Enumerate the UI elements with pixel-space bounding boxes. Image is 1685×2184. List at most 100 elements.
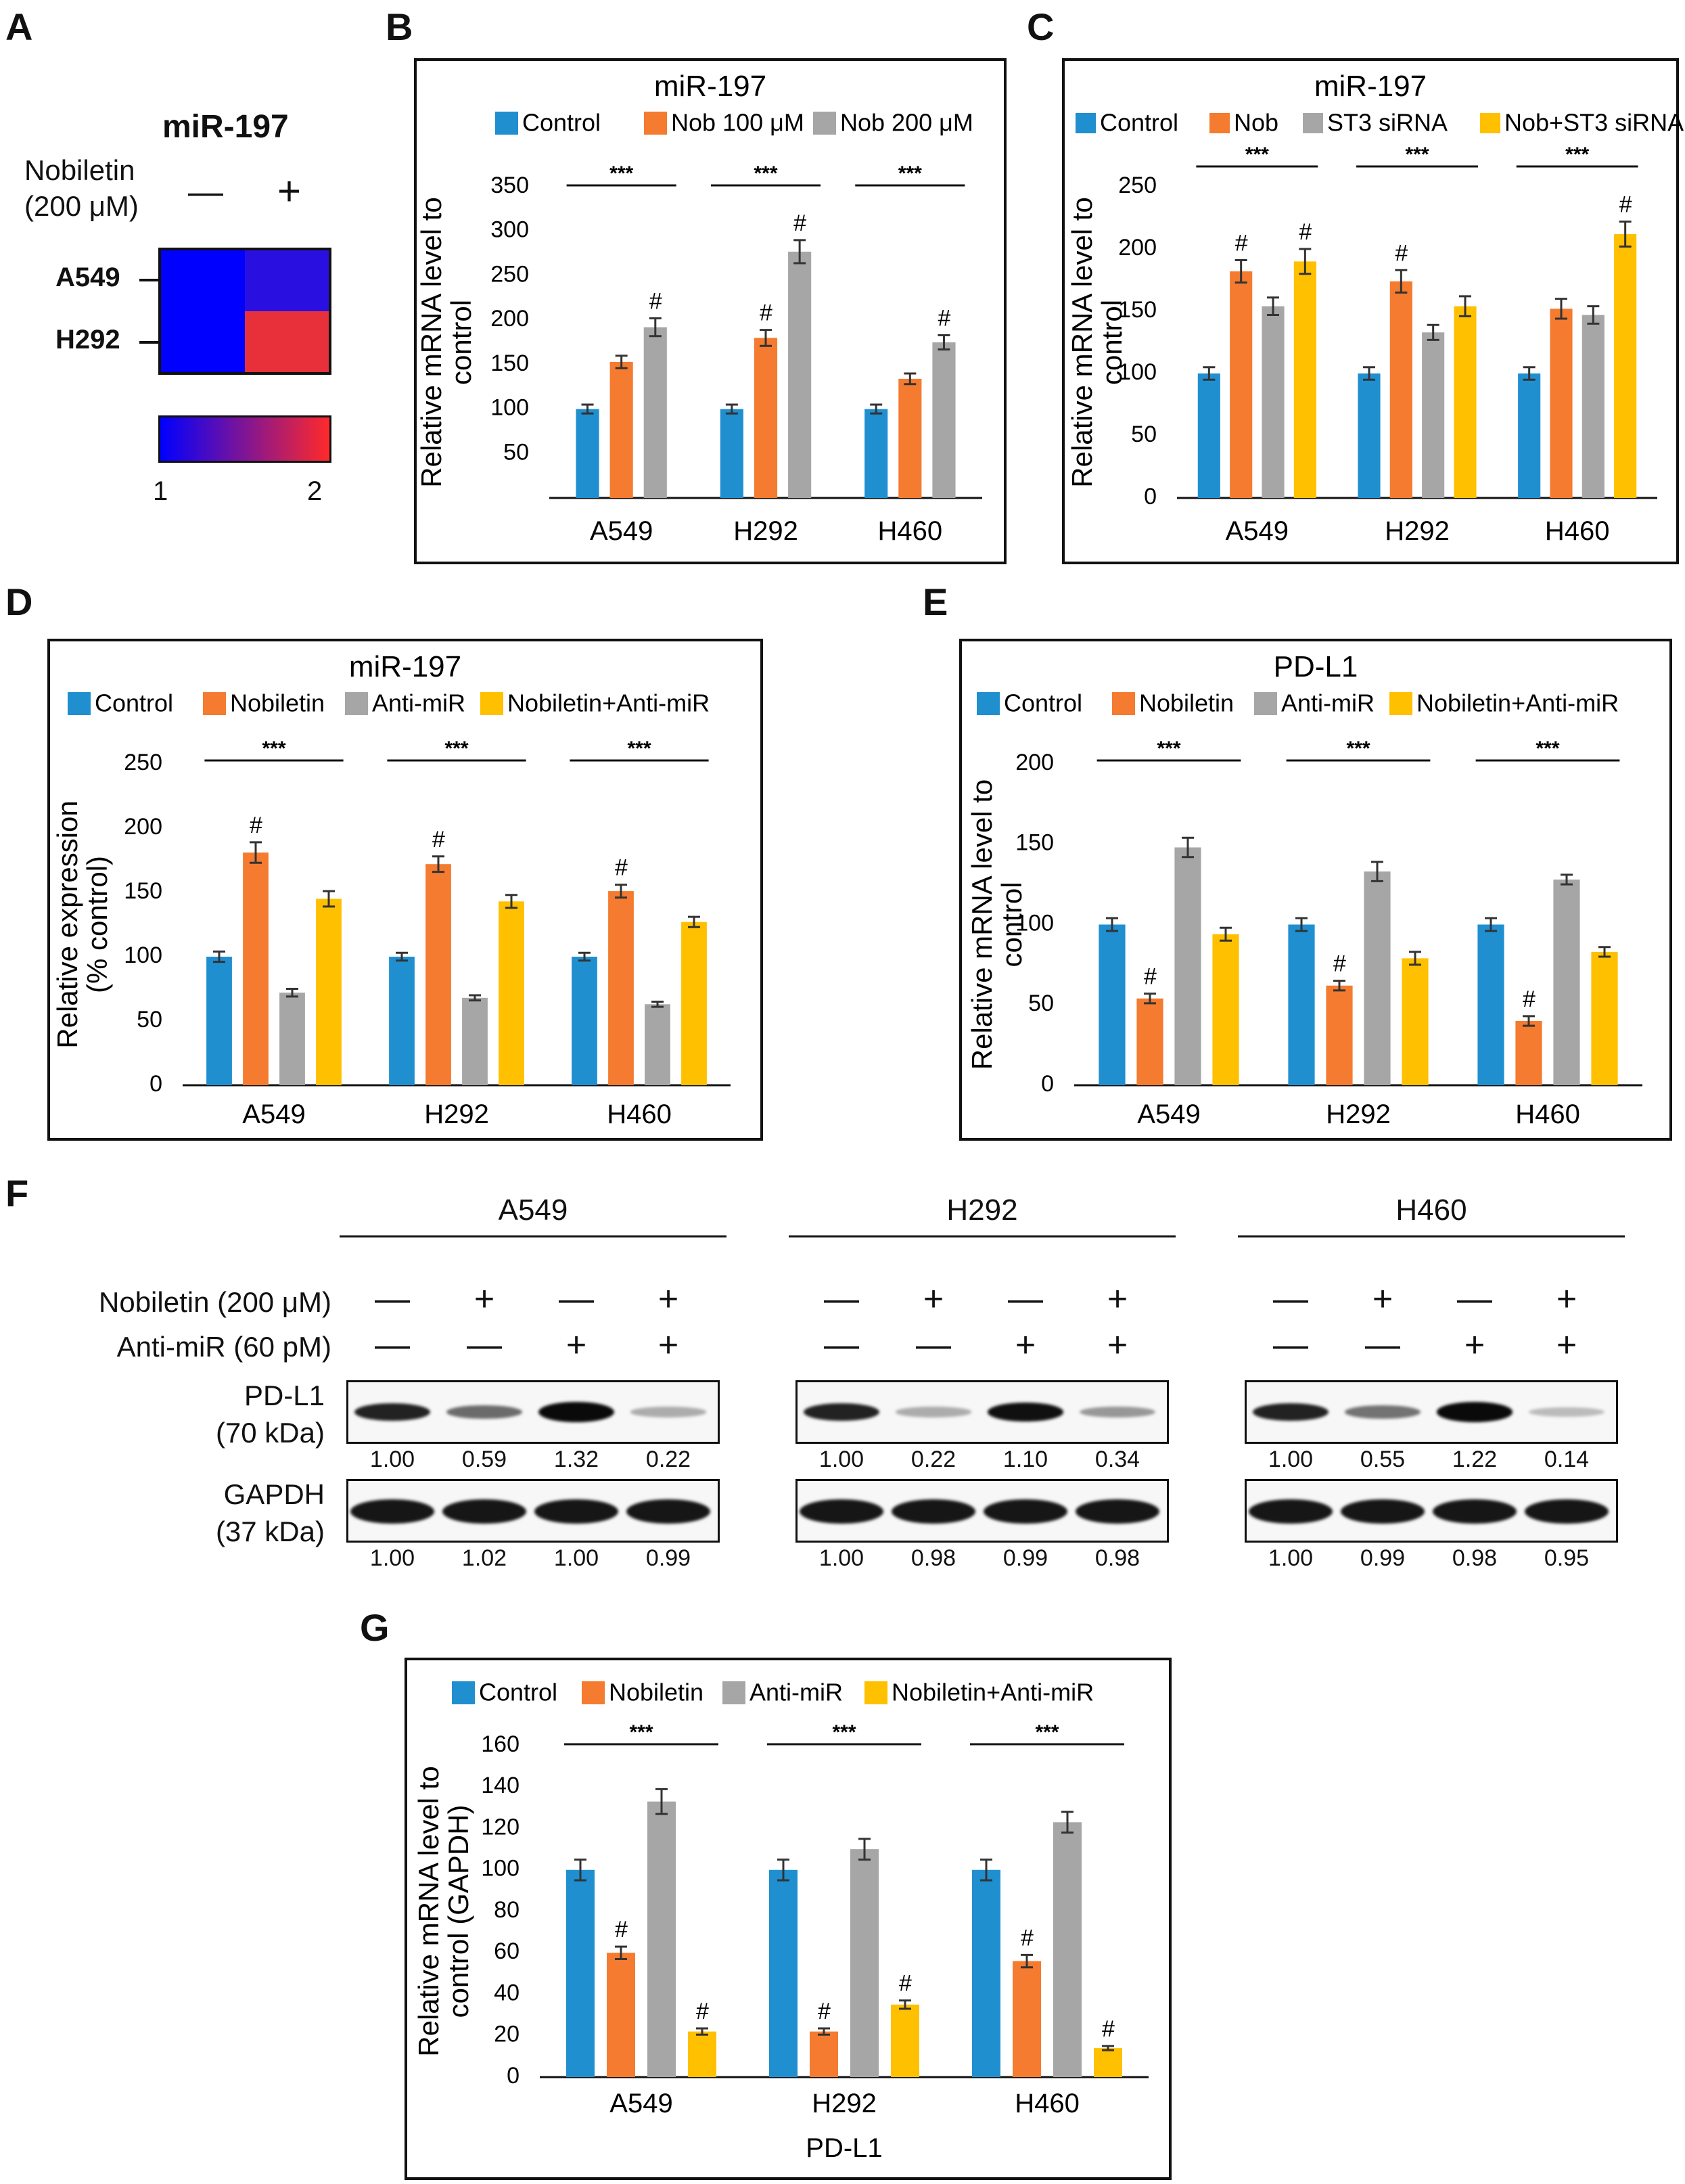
chart-b-legend-swatch-0	[495, 112, 518, 135]
western-group-line-h460	[1238, 1235, 1625, 1237]
chart-g-category-h460: H460	[1015, 2089, 1080, 2118]
chart-c-bar-h460-2	[1582, 315, 1605, 498]
chart-g-hash-h292-3: #	[899, 1971, 913, 1997]
western-pdl1-band-h460-3	[1529, 1407, 1605, 1417]
western-gapdh-band-h460-0	[1249, 1499, 1333, 1524]
western-nob-sign-a549-3: +	[657, 1279, 679, 1319]
chart-e-legend-swatch-3	[1389, 692, 1412, 715]
chart-g-hash-a549-1: #	[615, 1917, 628, 1942]
chart-g-hash-h460-1: #	[1021, 1925, 1034, 1951]
western-gapdh-value-h292-2: 0.99	[1002, 1545, 1048, 1571]
chart-g-ylabel-line-1: control (GAPDH)	[442, 1804, 474, 2018]
chart-c-bar-h460-1	[1550, 309, 1573, 498]
chart-e-bar-h292-0	[1288, 924, 1315, 1085]
chart-b-bar-h460-1	[898, 378, 922, 498]
chart-d-legend-swatch-3	[480, 692, 503, 715]
heatmap-treatment-line2: (200 μM)	[24, 189, 139, 222]
western-gapdh-value-a549-2: 1.00	[553, 1545, 599, 1571]
western-anti-sign-a549-1: —	[467, 1325, 502, 1365]
chart-c-bar-a549-2	[1262, 306, 1285, 498]
heatmap-cell-h292-minus	[161, 311, 245, 372]
chart-b-bar-a549-0	[576, 409, 599, 498]
chart-e-hash-h460-1: #	[1523, 986, 1536, 1012]
heatmap-cell-h292-plus	[245, 311, 329, 372]
chart-c-bar-h292-3	[1454, 306, 1477, 498]
chart-g-ylabel-line-0: Relative mRNA level to	[413, 1766, 444, 2057]
western-pdl1-band-a549-0	[354, 1403, 430, 1421]
western-gapdh-band-h292-3	[1076, 1499, 1159, 1524]
chart-c-legend-swatch-1	[1209, 113, 1230, 133]
chart-c-ytick-250: 250	[1118, 173, 1157, 198]
heatmap-row-label-h292: H292	[55, 325, 120, 355]
chart-c-legend-label-2: ST3 siRNA	[1327, 109, 1448, 137]
chart-d-bar-a549-3	[316, 898, 342, 1085]
chart-e-category-h460: H460	[1515, 1099, 1580, 1129]
chart-g-ylabel: Relative mRNA level tocontrol (GAPDH)	[413, 1766, 474, 2057]
chart-d-hash-h292-1: #	[432, 827, 446, 852]
chart-c-category-h292: H292	[1385, 516, 1450, 546]
chart-c-ytick-100: 100	[1118, 359, 1157, 385]
chart-b-legend-swatch-2	[813, 112, 836, 135]
chart-d-ytick-100: 100	[124, 942, 162, 968]
western-nob-sign-h460-2: —	[1457, 1279, 1492, 1319]
chart-e-frame	[959, 639, 1672, 1141]
western-pdl1-band-a549-1	[446, 1405, 522, 1419]
chart-e-ytick-0: 0	[1041, 1071, 1054, 1097]
chart-b-bar-a549-1	[609, 361, 633, 498]
chart-c-bar-a549-3	[1293, 261, 1316, 498]
western-gapdh-name: GAPDH	[223, 1478, 325, 1510]
panel-label-d: D	[5, 581, 33, 623]
heatmap-cell-a549-minus	[161, 250, 245, 311]
chart-d-ylabel-line-1: (% control)	[81, 856, 113, 993]
chart-d-legend-swatch-1	[203, 692, 226, 715]
chart-d-ytick-200: 200	[124, 814, 162, 840]
chart-c-hash-h460-3: #	[1619, 192, 1632, 218]
chart-b-bar-h292-2	[788, 251, 812, 498]
western-gapdh-blot-a549	[346, 1479, 720, 1543]
western-nob-sign-h292-3: +	[1107, 1279, 1128, 1319]
chart-c-bar-h460-3	[1614, 233, 1637, 498]
western-row-label-nobiletin: Nobiletin (200 μM)	[99, 1286, 331, 1318]
western-pdl1-value-a549-1: 0.59	[461, 1447, 507, 1472]
western-gapdh-blot-h292	[795, 1479, 1169, 1543]
chart-g-bar-a549-0	[566, 1869, 595, 2077]
chart-d-ytick-0: 0	[149, 1071, 162, 1097]
western-anti-sign-h292-0: —	[824, 1325, 859, 1365]
western-gapdh-value-a549-3: 0.99	[645, 1545, 691, 1571]
chart-g-legend-swatch-0	[452, 1681, 475, 1704]
chart-c-hash-a549-1: #	[1234, 231, 1248, 256]
chart-g-sig-label-h460: ***	[1035, 1721, 1059, 1744]
chart-e-category-h292: H292	[1326, 1099, 1391, 1129]
chart-e-ytick-200: 200	[1015, 750, 1054, 775]
western-nob-sign-a549-2: —	[559, 1279, 594, 1319]
western-gapdh-band-h292-2	[984, 1499, 1067, 1524]
chart-e-sig-label-a549: ***	[1157, 737, 1180, 760]
chart-g-bar-h292-2	[850, 1849, 879, 2077]
chart-b-category-h460: H460	[878, 516, 943, 546]
chart-g-bar-h292-1	[810, 2031, 838, 2077]
chart-g-legend-swatch-1	[582, 1681, 605, 1704]
chart-c-legend-swatch-2	[1303, 113, 1323, 133]
chart-e-legend-label-2: Anti-miR	[1281, 689, 1375, 717]
chart-b: miR-197 Control Nob 100 μM Nob 200 μM 50 100 1…	[414, 58, 1007, 564]
chart-b-bar-h292-1	[754, 338, 778, 498]
chart-g-ytick-60: 60	[494, 1938, 520, 1964]
western-gapdh-band-h292-0	[800, 1499, 883, 1524]
chart-c-legend-label-3: Nob+ST3 siRNA	[1504, 109, 1684, 137]
western-nob-sign-a549-1: +	[474, 1279, 495, 1319]
heatmap-title: miR-197	[162, 109, 289, 145]
chart-d-legend-label-3: Nobiletin+Anti-miR	[507, 689, 710, 717]
chart-c-legend-label-1: Nob	[1234, 109, 1278, 137]
chart-g-frame	[405, 1658, 1172, 2180]
western-anti-sign-h460-2: +	[1464, 1325, 1485, 1365]
chart-d-bar-h292-3	[499, 901, 524, 1085]
western-anti-sign-h292-2: +	[1015, 1325, 1036, 1365]
chart-b-ylabel-line-1: control	[445, 300, 477, 385]
western-group-title-h292: H292	[946, 1193, 1018, 1227]
western-gapdh-value-h292-1: 0.98	[910, 1545, 956, 1571]
chart-e-title: PD-L1	[1274, 650, 1358, 683]
western-pdl1-value-h292-2: 1.10	[1002, 1447, 1048, 1472]
chart-b-legend-label-1: Nob 100 μM	[671, 109, 804, 137]
chart-g-legend-label-3: Nobiletin+Anti-miR	[892, 1679, 1094, 1706]
chart-b-ytick-150: 150	[490, 350, 529, 376]
